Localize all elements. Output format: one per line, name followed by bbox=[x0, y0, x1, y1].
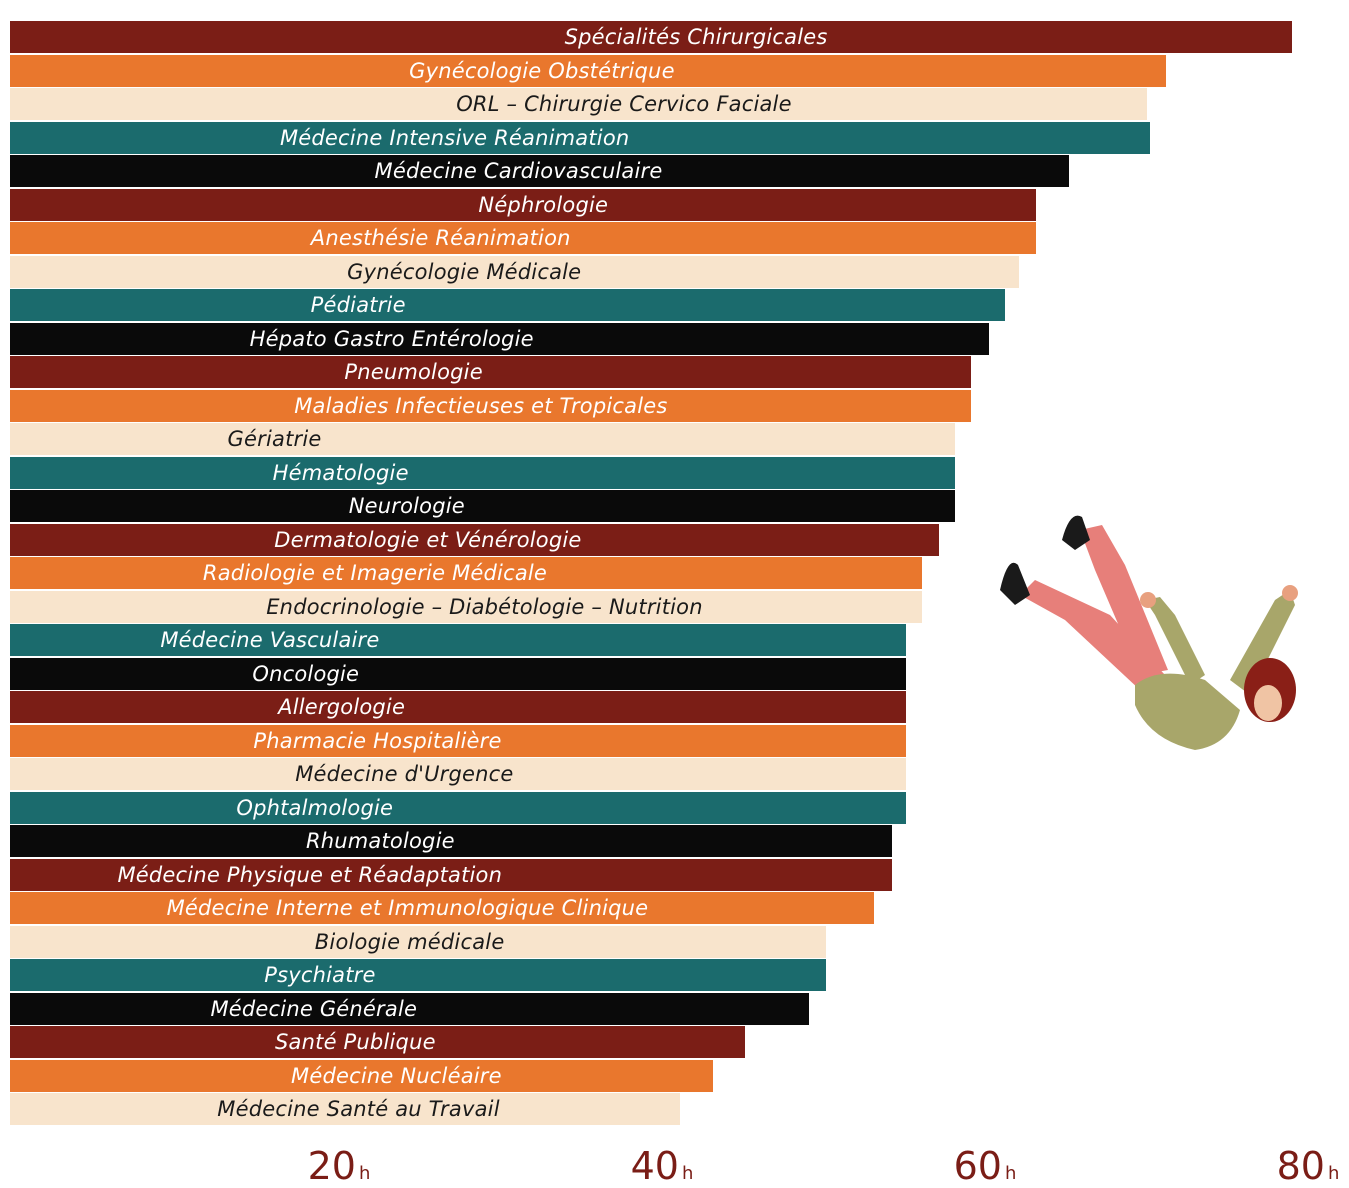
bar bbox=[10, 1026, 745, 1058]
bar-label: Spécialités Chirurgicales bbox=[564, 25, 828, 49]
bar-label: Médecine Nucléaire bbox=[291, 1063, 502, 1088]
bar-label: Gynécologie Obstétrique bbox=[409, 58, 675, 83]
bar-label: Neurologie bbox=[348, 494, 465, 518]
bar-label: Médecine Santé au Travail bbox=[217, 1097, 500, 1121]
bar bbox=[10, 992, 810, 1025]
bar-label: Gériatrie bbox=[227, 427, 322, 451]
falling-person-illustration bbox=[1000, 515, 1298, 750]
x-tick-value: 40 bbox=[630, 1144, 679, 1188]
bar-label: ORL – Chirurgie Cervico Faciale bbox=[456, 92, 792, 116]
bar bbox=[10, 657, 907, 690]
bar bbox=[10, 222, 1036, 254]
bar bbox=[10, 21, 1293, 53]
x-tick-label: 40 h bbox=[631, 1144, 694, 1188]
x-tick-value: 60 bbox=[953, 1144, 1002, 1188]
bar bbox=[10, 54, 1167, 87]
x-tick-unit: h bbox=[681, 1163, 694, 1184]
bar-label: Maladies Infectieuses et Tropicales bbox=[294, 393, 668, 418]
bar bbox=[10, 121, 1151, 154]
bar-label: Pharmacie Hospitalière bbox=[253, 728, 502, 753]
x-tick-value: 80 bbox=[1276, 1144, 1325, 1188]
x-tick-unit: h bbox=[1327, 1163, 1340, 1184]
bar-label: Santé Publique bbox=[275, 1030, 436, 1054]
bar bbox=[10, 456, 955, 489]
bar-label: Psychiatre bbox=[264, 963, 376, 987]
bar bbox=[10, 188, 1036, 221]
x-tick-label: 80 h bbox=[1277, 1144, 1340, 1188]
bar-label: Oncologie bbox=[252, 661, 360, 686]
bar-label: Allergologie bbox=[278, 695, 406, 719]
bar-label: Médecine Physique et Réadaptation bbox=[117, 862, 503, 887]
bar-label: Anesthésie Réanimation bbox=[310, 226, 571, 250]
bar bbox=[10, 624, 907, 656]
bar-label: Néphrologie bbox=[478, 192, 609, 217]
bar bbox=[10, 691, 907, 723]
x-tick-unit: h bbox=[1004, 1163, 1017, 1184]
bar-label: Dermatologie et Vénérologie bbox=[274, 527, 582, 552]
bar bbox=[10, 289, 1005, 321]
bar bbox=[10, 590, 923, 623]
bar bbox=[10, 423, 955, 455]
bar-label: Radiologie et Imagerie Médicale bbox=[202, 561, 548, 585]
bar bbox=[10, 724, 907, 757]
bar bbox=[10, 523, 939, 556]
bar-label: Ophtalmologie bbox=[236, 795, 394, 820]
bar-label: Gynécologie Médicale bbox=[347, 259, 582, 284]
x-tick-unit: h bbox=[358, 1163, 371, 1184]
bar bbox=[10, 959, 826, 991]
bar-label: Endocrinologie – Diabétologie – Nutritio… bbox=[266, 594, 703, 619]
bar-label: Médecine Cardiovasculaire bbox=[374, 159, 663, 183]
bar bbox=[10, 758, 907, 790]
bar-label: Rhumatologie bbox=[305, 829, 455, 853]
bar-label: Médecine d'Urgence bbox=[295, 762, 514, 786]
bar bbox=[10, 557, 923, 589]
bar bbox=[10, 356, 971, 388]
bar bbox=[10, 1093, 681, 1125]
bar-label: Médecine Vasculaire bbox=[160, 628, 380, 652]
bar-label: Médecine Interne et Immunologique Cliniq… bbox=[166, 896, 649, 920]
x-tick-value: 20 bbox=[307, 1144, 356, 1188]
x-tick-label: 60 h bbox=[954, 1144, 1017, 1188]
bar-label: Pédiatrie bbox=[310, 293, 406, 317]
bar bbox=[10, 825, 892, 857]
bar-label: Médecine Intensive Réanimation bbox=[279, 125, 630, 150]
bar bbox=[10, 88, 1147, 120]
x-tick-label: 20 h bbox=[308, 1144, 371, 1188]
bar-label: Pneumologie bbox=[344, 360, 483, 384]
bar bbox=[10, 892, 875, 924]
bar bbox=[10, 1059, 713, 1092]
bar bbox=[10, 858, 892, 891]
bar bbox=[10, 389, 971, 422]
bar-label: Hématologie bbox=[272, 460, 409, 485]
bar bbox=[10, 155, 1070, 187]
bar bbox=[10, 322, 989, 355]
bar bbox=[10, 490, 955, 522]
bar bbox=[10, 791, 907, 824]
bar-label: Biologie médicale bbox=[314, 929, 505, 954]
bar bbox=[10, 925, 826, 958]
bar-label: Médecine Générale bbox=[210, 996, 418, 1021]
bar-label: Hépato Gastro Entérologie bbox=[249, 326, 534, 351]
bar bbox=[10, 255, 1020, 288]
